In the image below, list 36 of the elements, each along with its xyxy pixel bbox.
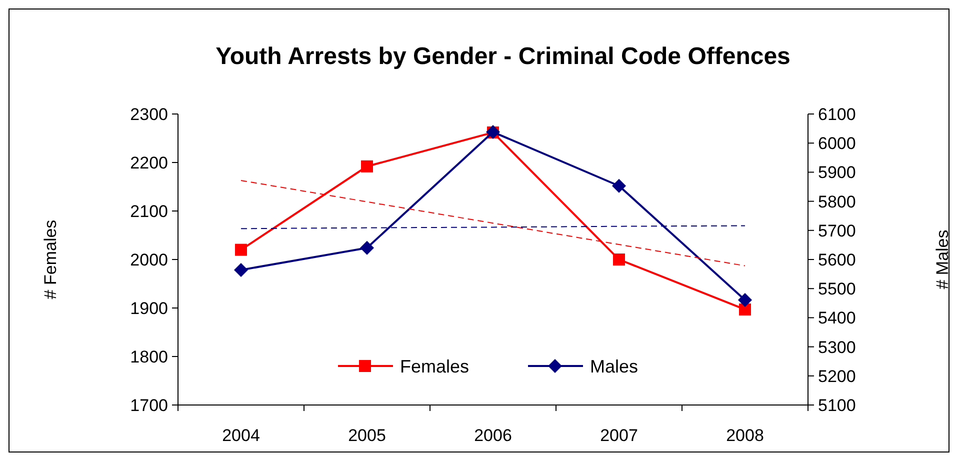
y2-tick-label: 6100 bbox=[818, 104, 856, 124]
y2-tick-label: 5300 bbox=[818, 338, 856, 357]
point bbox=[361, 160, 373, 172]
y2-tick-label: 6000 bbox=[818, 134, 856, 154]
y2-tick-label: 5700 bbox=[818, 221, 856, 240]
y-tick-label: 2100 bbox=[130, 202, 168, 221]
x-tick-label: 2006 bbox=[474, 426, 512, 445]
point bbox=[613, 254, 625, 266]
x-tick-label: 2008 bbox=[726, 426, 764, 445]
y2-tick-label: 5100 bbox=[818, 396, 856, 415]
point bbox=[360, 240, 374, 255]
x-tick-label: 2005 bbox=[348, 426, 386, 445]
x-tick-label: 2004 bbox=[222, 426, 260, 445]
y2-tick-label: 5600 bbox=[818, 250, 856, 270]
legend-label: Females bbox=[400, 356, 470, 376]
point bbox=[234, 262, 248, 277]
point bbox=[738, 292, 752, 307]
chart-title: Youth Arrests by Gender - Criminal Code Offences bbox=[216, 43, 790, 70]
y-tick-label: 2200 bbox=[130, 153, 168, 172]
y-tick-label: 1800 bbox=[130, 347, 168, 366]
y-axis-title: # Females bbox=[41, 220, 60, 300]
y2-tick-label: 5500 bbox=[818, 280, 856, 299]
y2-tick-label: 5800 bbox=[818, 192, 856, 212]
x-tick-label: 2007 bbox=[600, 426, 638, 445]
point bbox=[235, 244, 247, 256]
y2-axis-title: # Males bbox=[933, 230, 952, 290]
y-tick-label: 1900 bbox=[130, 298, 168, 318]
y2-tick-label: 5400 bbox=[818, 308, 856, 328]
y-tick-label: 1700 bbox=[130, 396, 168, 415]
y2-tick-label: 5200 bbox=[818, 366, 856, 386]
y2-tick-label: 5900 bbox=[818, 163, 856, 182]
point bbox=[612, 178, 626, 193]
point bbox=[739, 303, 751, 316]
y-tick-label: 2000 bbox=[130, 250, 168, 270]
y-tick-label: 2300 bbox=[130, 104, 168, 124]
legend-label: Males bbox=[590, 356, 638, 376]
